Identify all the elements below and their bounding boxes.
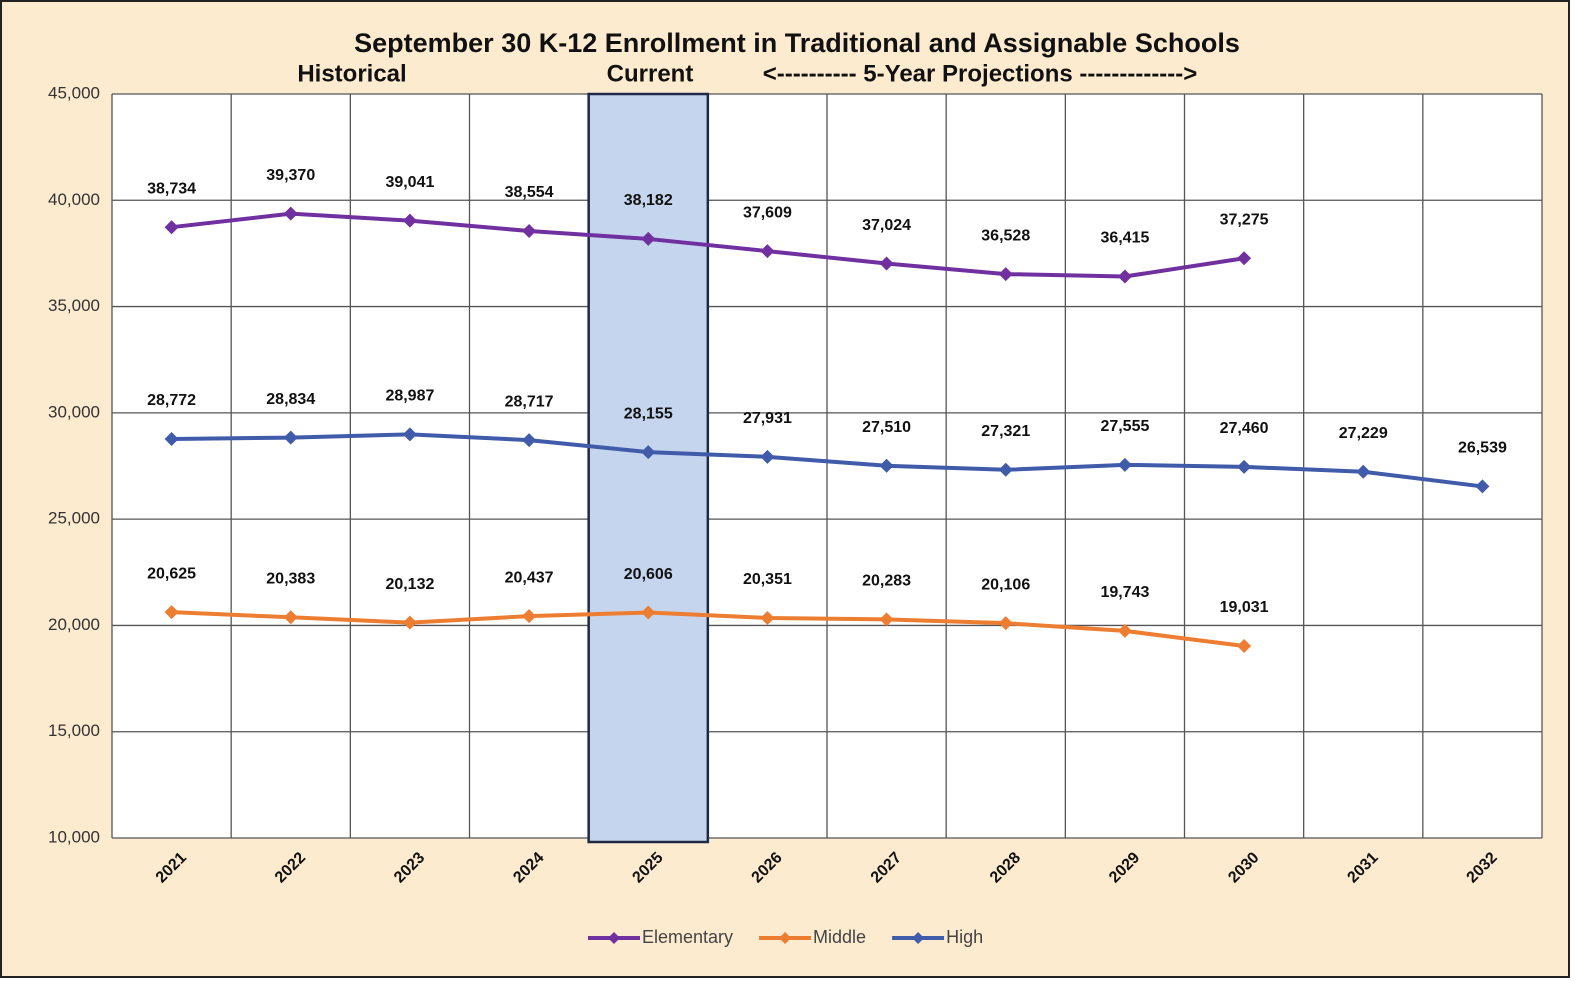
marker <box>1475 479 1490 494</box>
marker <box>1237 251 1252 266</box>
marker <box>522 224 537 239</box>
marker <box>522 433 537 448</box>
y-tick-label: 40,000 <box>48 190 100 209</box>
data-label: 28,987 <box>385 388 434 405</box>
data-label: 20,606 <box>624 566 673 583</box>
y-tick-label: 15,000 <box>48 721 100 740</box>
y-tick-label: 25,000 <box>48 509 100 528</box>
data-label: 19,743 <box>1100 584 1149 601</box>
data-label: 19,031 <box>1220 599 1269 616</box>
marker <box>998 267 1013 282</box>
y-tick-label: 35,000 <box>48 296 100 315</box>
legend-label: Elementary <box>642 927 733 947</box>
data-label: 37,275 <box>1220 211 1269 228</box>
marker <box>1117 269 1132 284</box>
marker <box>164 605 179 620</box>
data-label: 28,834 <box>266 391 315 408</box>
data-label: 20,106 <box>981 576 1030 593</box>
data-label: 39,041 <box>385 174 434 191</box>
marker <box>1117 457 1132 472</box>
marker <box>522 609 537 624</box>
data-label: 27,510 <box>862 419 911 436</box>
data-label: 28,717 <box>505 393 554 410</box>
marker <box>998 616 1013 631</box>
marker <box>998 462 1013 477</box>
data-label: 20,437 <box>505 569 554 586</box>
marker <box>402 615 417 630</box>
legend-label: High <box>946 927 983 947</box>
marker <box>283 610 298 625</box>
highlight-band <box>587 92 710 844</box>
data-label: 36,528 <box>981 227 1030 244</box>
y-tick-label: 10,000 <box>48 827 100 846</box>
marker <box>1237 459 1252 474</box>
marker <box>641 445 656 460</box>
data-label: 27,555 <box>1100 418 1149 435</box>
data-label: 28,772 <box>147 392 196 409</box>
legend-label: Middle <box>813 927 866 947</box>
legend-marker <box>608 932 620 944</box>
marker <box>164 220 179 235</box>
marker <box>760 449 775 464</box>
data-label: 27,229 <box>1339 425 1388 442</box>
data-label: 38,554 <box>505 184 554 201</box>
data-label: 20,132 <box>385 576 434 593</box>
legend-marker <box>779 932 792 944</box>
marker <box>760 244 775 259</box>
data-label: 20,625 <box>147 565 196 582</box>
annotation: Historical <box>297 60 406 87</box>
marker <box>879 458 894 473</box>
marker <box>283 430 298 445</box>
data-label: 20,283 <box>862 573 911 590</box>
legend-marker <box>912 932 925 944</box>
marker <box>879 256 894 271</box>
data-label: 39,370 <box>266 167 315 184</box>
marker <box>1117 623 1132 638</box>
series-line <box>171 211 1245 279</box>
marker <box>1356 464 1371 479</box>
marker <box>1237 639 1252 654</box>
data-label: 20,351 <box>743 571 792 588</box>
data-label: 20,383 <box>266 571 315 588</box>
data-label: 37,609 <box>743 204 792 221</box>
series-line <box>171 432 1483 489</box>
data-label: 28,155 <box>624 405 673 422</box>
chart-title: September 30 K-12 Enrollment in Traditio… <box>354 28 1240 58</box>
marker <box>641 605 656 620</box>
data-label: 27,321 <box>981 423 1030 440</box>
y-tick-label: 20,000 <box>48 615 100 634</box>
data-label: 27,931 <box>743 410 792 427</box>
data-label: 37,024 <box>862 217 911 234</box>
marker <box>402 427 417 442</box>
data-label: 38,182 <box>624 192 673 209</box>
annotation: Current <box>607 60 694 87</box>
marker <box>760 610 775 625</box>
annotation: <---------- 5-Year Projections ---------… <box>763 60 1198 87</box>
marker <box>402 213 417 228</box>
data-label: 38,734 <box>147 180 196 197</box>
data-label: 27,460 <box>1220 420 1269 437</box>
marker <box>283 206 298 221</box>
marker <box>879 612 894 627</box>
data-label: 26,539 <box>1458 440 1507 457</box>
data-label: 36,415 <box>1100 230 1149 247</box>
marker <box>164 431 179 446</box>
y-tick-label: 30,000 <box>48 402 100 421</box>
series-line <box>171 610 1245 649</box>
marker <box>641 231 656 246</box>
y-tick-label: 45,000 <box>48 83 100 102</box>
